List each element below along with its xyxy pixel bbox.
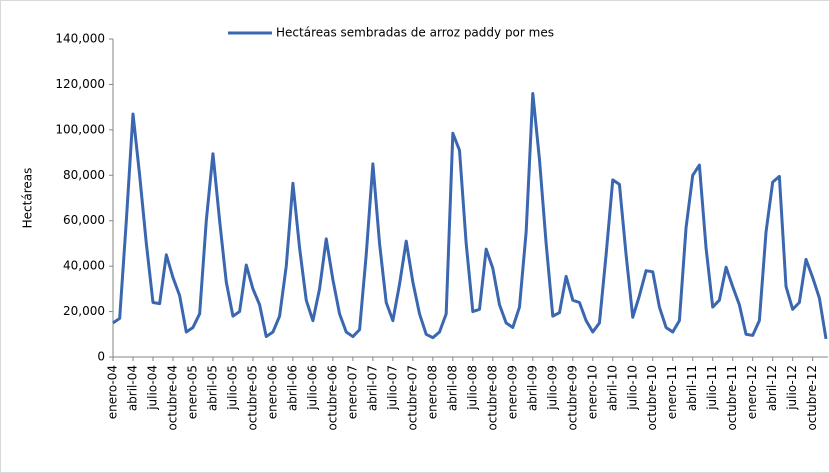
x-tick-label: julio-08: [465, 365, 479, 411]
x-tick-label: abril-07: [365, 365, 379, 411]
x-tick-label: abril-10: [605, 365, 619, 411]
x-tick-label: enero-04: [106, 365, 120, 419]
x-tick-label: enero-05: [185, 365, 199, 419]
x-tick-label: abril-12: [765, 365, 779, 411]
y-tick-label: 100,000: [55, 122, 105, 136]
y-axis-label: Hectáreas: [21, 168, 35, 229]
x-tick-label: octubre-05: [245, 365, 259, 431]
x-tick-label: enero-11: [665, 365, 679, 419]
x-tick-label: julio-09: [545, 365, 559, 411]
y-tick-label: 40,000: [63, 259, 105, 273]
x-tick-label: abril-08: [445, 365, 459, 411]
x-tick-label: enero-10: [585, 365, 599, 419]
y-tick-label: 60,000: [63, 213, 105, 227]
x-tick-label: abril-11: [685, 365, 699, 411]
x-tick-label: julio-12: [785, 365, 799, 411]
x-tick-label: octubre-07: [405, 365, 419, 431]
y-tick-label: 140,000: [55, 32, 105, 46]
x-tick-label: octubre-11: [725, 365, 739, 431]
legend-label: Hectáreas sembradas de arroz paddy por m…: [276, 26, 554, 40]
x-tick-label: abril-06: [285, 365, 299, 411]
y-tick-label: 120,000: [55, 77, 105, 91]
x-tick-label: octubre-08: [485, 365, 499, 431]
x-tick-label: octubre-09: [565, 365, 579, 431]
x-tick-label: abril-04: [125, 365, 139, 411]
x-tick-label: octubre-12: [805, 365, 819, 431]
x-tick-label: julio-11: [705, 365, 719, 411]
x-tick-label: julio-04: [145, 365, 159, 411]
x-tick-label: enero-09: [505, 365, 519, 419]
data-line: [112, 92, 828, 340]
x-tick-label: abril-05: [205, 365, 219, 411]
x-tick-label: julio-07: [385, 365, 399, 411]
y-tick-label: 20,000: [63, 304, 105, 318]
y-tick-label: 0: [97, 350, 105, 364]
x-tick-label: octubre-04: [165, 365, 179, 431]
x-tick-label: enero-08: [425, 365, 439, 419]
x-tick-label: abril-09: [525, 365, 539, 411]
x-tick-label: julio-06: [305, 365, 319, 411]
x-tick-label: julio-05: [225, 365, 239, 411]
x-tick-label: enero-12: [745, 365, 759, 419]
x-tick-label: julio-10: [625, 365, 639, 411]
x-tick-label: enero-06: [265, 365, 279, 419]
y-tick-label: 80,000: [63, 168, 105, 182]
x-tick-label: octubre-06: [325, 365, 339, 431]
x-tick-label: enero-07: [345, 365, 359, 419]
x-tick-label: octubre-10: [645, 365, 659, 431]
